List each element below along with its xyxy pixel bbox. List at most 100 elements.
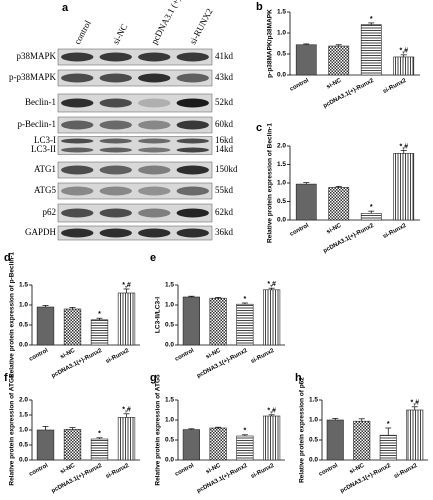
y-tick-label: 0.5 <box>165 437 174 444</box>
x-tick-label: control <box>289 78 310 93</box>
size-label: 52kd <box>215 97 234 107</box>
bar <box>209 297 227 346</box>
y-tick-label: 0.0 <box>277 217 286 224</box>
blot-band <box>61 165 94 175</box>
significance-label: * <box>98 311 101 318</box>
blot-band <box>61 120 94 130</box>
x-tick-label: pcDNA3.1(+)-Runx2 <box>340 463 393 495</box>
significance-label: * <box>98 431 101 438</box>
y-tick-label: 0.0 <box>19 342 28 349</box>
y-tick-label: 1.0 <box>309 417 318 424</box>
blot-band <box>138 98 171 108</box>
blot-strip <box>57 93 213 113</box>
size-label: 14kd <box>215 144 234 154</box>
protein-label: p-Beclin-1 <box>18 119 57 129</box>
y-tick-label: 1.5 <box>19 412 28 419</box>
panel-letter: c <box>256 122 262 134</box>
bar <box>326 419 344 461</box>
y-tick-label: 1.5 <box>165 282 174 289</box>
blot-band <box>99 120 132 130</box>
blot-band <box>176 228 209 238</box>
y-tick-label: 1.5 <box>277 9 286 16</box>
y-tick-label: 0.0 <box>19 457 28 464</box>
blot-band <box>99 52 132 62</box>
x-tick-label: control <box>28 348 49 363</box>
blot-band <box>176 120 209 130</box>
blot-band <box>99 165 132 175</box>
panel-letter: e <box>150 252 156 264</box>
x-tick-label: si-Runx2 <box>105 463 131 481</box>
bar <box>90 319 109 346</box>
bar <box>236 303 254 346</box>
x-tick-label: control <box>289 223 310 238</box>
blot-band <box>176 186 209 196</box>
protein-label: ATG1 <box>34 164 56 174</box>
size-label: 36kd <box>215 227 234 237</box>
bar <box>36 429 55 461</box>
protein-label: GAPDH <box>25 227 57 237</box>
size-label: 62kd <box>215 207 234 217</box>
blot-strip <box>57 161 213 179</box>
significance-label: *,# <box>267 408 276 415</box>
bar <box>328 45 350 76</box>
significance-label: * <box>244 428 247 435</box>
bar <box>295 44 317 76</box>
blot-band <box>61 73 94 83</box>
blot-band <box>176 98 209 108</box>
bar <box>353 420 371 461</box>
protein-label: LC3-I <box>34 135 56 145</box>
y-tick-label: 0.0 <box>165 457 174 464</box>
blot-strip <box>57 203 213 223</box>
y-tick-label: 1.0 <box>19 302 28 309</box>
x-tick-label: pcDNA3.1(+)-Runx2 <box>51 348 104 380</box>
x-tick-label: pcDNA3.1(+)-Runx2 <box>196 348 249 380</box>
x-tick-label: si-Runx2 <box>382 223 408 241</box>
bar <box>63 429 82 461</box>
x-tick-label: pcDNA3.1(+)-Runx2 <box>196 463 249 495</box>
significance-label: *,# <box>399 48 408 55</box>
y-tick-label: 1.0 <box>277 180 286 187</box>
y-tick-label: 0.0 <box>309 457 318 464</box>
blot-band <box>176 165 209 175</box>
y-axis-label: Relative protein expression of ATG1 <box>9 374 16 486</box>
y-tick-label: 2.0 <box>19 397 28 404</box>
panel-letter: b <box>256 1 263 13</box>
protein-label: p38MAPK <box>16 51 56 61</box>
blot-strip <box>57 136 213 155</box>
y-axis-label: Relative protein expression of p62 <box>299 377 306 483</box>
protein-label: LC3-II <box>31 144 56 154</box>
blot-band <box>138 120 171 130</box>
significance-label: *,# <box>267 281 276 288</box>
size-label: 150kd <box>215 164 238 174</box>
bar <box>393 56 415 76</box>
significance-label: * <box>244 296 247 303</box>
size-label: 60kd <box>215 119 234 129</box>
blot-band <box>138 52 171 62</box>
blot-band <box>61 208 94 218</box>
protein-label: ATG5 <box>34 185 56 195</box>
blot-band <box>61 186 94 196</box>
bar <box>360 213 382 221</box>
x-tick-label: control <box>28 463 49 478</box>
bar <box>406 409 424 461</box>
blot-band <box>138 208 171 218</box>
lane-label: control <box>72 18 93 46</box>
blot-band <box>99 138 132 144</box>
protein-label: Beclin-1 <box>25 97 56 107</box>
protein-label: p-p38MAPK <box>9 72 57 82</box>
y-tick-label: 1.5 <box>19 282 28 289</box>
y-tick-label: 0.5 <box>277 198 286 205</box>
size-label: 43kd <box>215 72 234 82</box>
x-tick-label: control <box>318 463 339 478</box>
lane-label: si-RUNX2 <box>188 7 215 46</box>
bar <box>117 292 136 346</box>
blot-band <box>138 228 171 238</box>
panel-letter: h <box>295 372 302 384</box>
y-tick-label: 0.5 <box>19 322 28 329</box>
y-tick-label: 0.5 <box>277 51 286 58</box>
significance-label: * <box>370 204 373 211</box>
x-tick-label: si-NC <box>349 463 366 476</box>
blot-band <box>99 73 132 83</box>
blot-band <box>61 98 94 108</box>
